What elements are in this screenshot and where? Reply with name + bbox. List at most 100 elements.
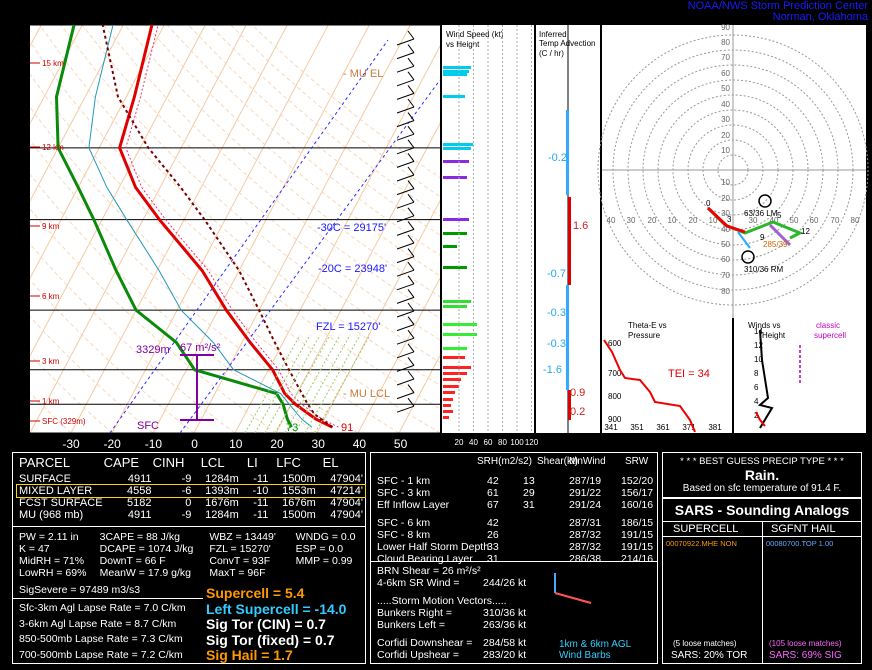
dry-adiabat <box>145 25 440 277</box>
wind-speed-bar <box>443 404 451 407</box>
srw-46: 4-6km SR Wind = <box>377 577 460 589</box>
org-line-2: Norman, Oklahoma <box>772 11 868 23</box>
kin-cell: Cloud Bearing Layer <box>377 553 473 565</box>
wind-barb-flag <box>407 221 415 230</box>
sars-match2: 00080700.TOP 1.00 <box>766 539 834 548</box>
wind-speed-bar <box>443 323 477 326</box>
parcel-cell: 47904' <box>330 509 363 521</box>
stats-cell: LowRH = 69% <box>19 567 87 579</box>
stats-cell: MidRH = 71% <box>19 555 85 567</box>
wind-speed-bar <box>443 356 465 359</box>
wind-barb-flag <box>407 316 415 325</box>
wind-barb <box>396 378 415 386</box>
wind-barb <box>396 324 415 332</box>
kin-cell: SFC - 8 km <box>377 529 431 541</box>
kin-cell: 287/31 <box>569 517 602 529</box>
precip-panel: * * * BEST GUESS PRECIP TYPE * * * Rain.… <box>662 452 862 498</box>
wind-barb-flag <box>407 207 415 217</box>
wind-speed-bar <box>443 372 467 375</box>
hodo-ring-label: 60 <box>721 255 730 264</box>
wind-tick-label: 20 <box>455 438 464 447</box>
wind-barb-flag <box>407 384 415 393</box>
wind-barb-flag <box>407 357 415 366</box>
wind-speed-bar <box>443 245 457 248</box>
height-label: 1 km <box>42 397 60 406</box>
org-label: NOAA/NWS Storm Prediction Center Norman,… <box>688 1 868 23</box>
parcel-cell: 1500m <box>282 473 316 485</box>
corfidi-down-val: 284/58 kt <box>483 637 527 649</box>
stats-cell: DownT = 66 F <box>99 555 166 567</box>
bunkers-left: Bunkers Left = <box>377 619 445 631</box>
hodo-x-label: 10 <box>668 216 677 225</box>
wind-barb <box>396 310 415 318</box>
parcel-cell: 4911 <box>127 473 152 485</box>
srw-46-val: 244/26 kt <box>483 577 527 589</box>
kin-cell: 26 <box>487 529 499 541</box>
hodo-ring-label: 70 <box>721 53 730 62</box>
parcel-cell: 47904' <box>330 473 363 485</box>
temp-adv-title-3: (C / hr) <box>539 49 564 58</box>
wind-barb <box>396 283 415 291</box>
height-label: SFC (329m) <box>42 417 86 426</box>
lapse-rate: 700-500mb Lapse Rate = 7.2 C/km <box>19 648 183 661</box>
pressure-label: 500 <box>7 303 27 317</box>
isotherm-line <box>152 25 370 433</box>
dry-adiabat <box>230 25 440 198</box>
skewt-curves <box>54 24 441 434</box>
adv-bar <box>568 197 571 285</box>
stats-cell: MeanW = 17.9 g/kg <box>99 567 192 579</box>
kin-cell: 42 <box>487 475 499 487</box>
adv-label: -0.3 <box>547 307 566 319</box>
wind-speed-bar <box>443 391 455 394</box>
sfc-label: SFC <box>137 420 159 432</box>
kin-header-cell: SRH(m2/s2) <box>477 456 533 467</box>
cape-value-label: 67 m²/s² <box>180 342 221 354</box>
sars-title: SARS - Sounding Analogs <box>674 502 850 518</box>
kin-cell: 67 <box>487 499 499 511</box>
kin-cell: 214/16 <box>621 553 654 565</box>
supercell-label: supercell <box>814 331 846 340</box>
wind-barb <box>396 392 415 400</box>
height-label: 6 km <box>42 292 60 301</box>
bunkers-right: Bunkers Right = <box>377 607 452 619</box>
page-title: DTX 120629/0000 (Observed) <box>8 0 268 21</box>
temp-adv-bars: -0.2 1.6 -0.7 -0.3 -0.3 -1.6 0.9 0.2 <box>543 25 588 433</box>
wind-speed-bar <box>443 147 471 150</box>
hodo-height-label: 12 <box>801 227 810 236</box>
height-label: 15 km <box>42 59 64 68</box>
isotherm-line <box>234 45 440 433</box>
hodo-x-label: 40 <box>770 216 779 225</box>
sars-col1: SUPERCELL <box>673 523 739 535</box>
temp-tick-label: 10 <box>229 437 243 450</box>
rm-label: 310/36 RM <box>744 265 783 274</box>
hail-growth-line <box>254 334 311 434</box>
hodo-blue <box>737 231 751 249</box>
hodo-ring-label: 90 <box>721 23 730 32</box>
kin-cell: 287/32 <box>569 529 602 541</box>
winds-y-label: 2 <box>754 411 759 420</box>
wind-barb <box>396 92 415 100</box>
parcel-row: SURFACE 4911 -9 1284m -11 1500m 47904' <box>17 473 365 485</box>
lapse-rate: Sfc-3km Agl Lapse Rate = 7.0 C/km <box>19 602 186 614</box>
wind-barb <box>396 120 415 128</box>
kin-cell: 191/15 <box>621 541 654 553</box>
kin-cell: 13 <box>523 475 535 487</box>
hodo-height-label: 0 <box>706 199 711 208</box>
hodo-trace-low <box>706 206 746 234</box>
height-label: 9 km <box>42 222 60 231</box>
kin-cell: Lower Half Storm Depth <box>377 541 490 553</box>
temp-tick-label: 50 <box>394 437 408 450</box>
wind-barb <box>396 351 415 359</box>
theta-x-label: 371 <box>682 423 696 432</box>
sig-tor-cin: Sig Tor (CIN) = 0.7 <box>206 616 326 632</box>
winds-y-label: 8 <box>754 369 759 378</box>
isotherm-line <box>30 25 165 280</box>
kin-cell: 61 <box>487 487 499 499</box>
temp-tick-label: 30 <box>312 437 326 450</box>
parcel-cell: 1676m <box>282 497 316 509</box>
hodo-height-label: 9 <box>760 233 765 242</box>
stats-row: LowRH = 69% MeanW = 17.9 g/kg MaxT = 96F <box>17 567 365 579</box>
parcel-cell: -10 <box>252 485 269 497</box>
corfidi-down: Corfidi Downshear = <box>377 637 473 649</box>
theta-p-label: 800 <box>608 392 622 401</box>
